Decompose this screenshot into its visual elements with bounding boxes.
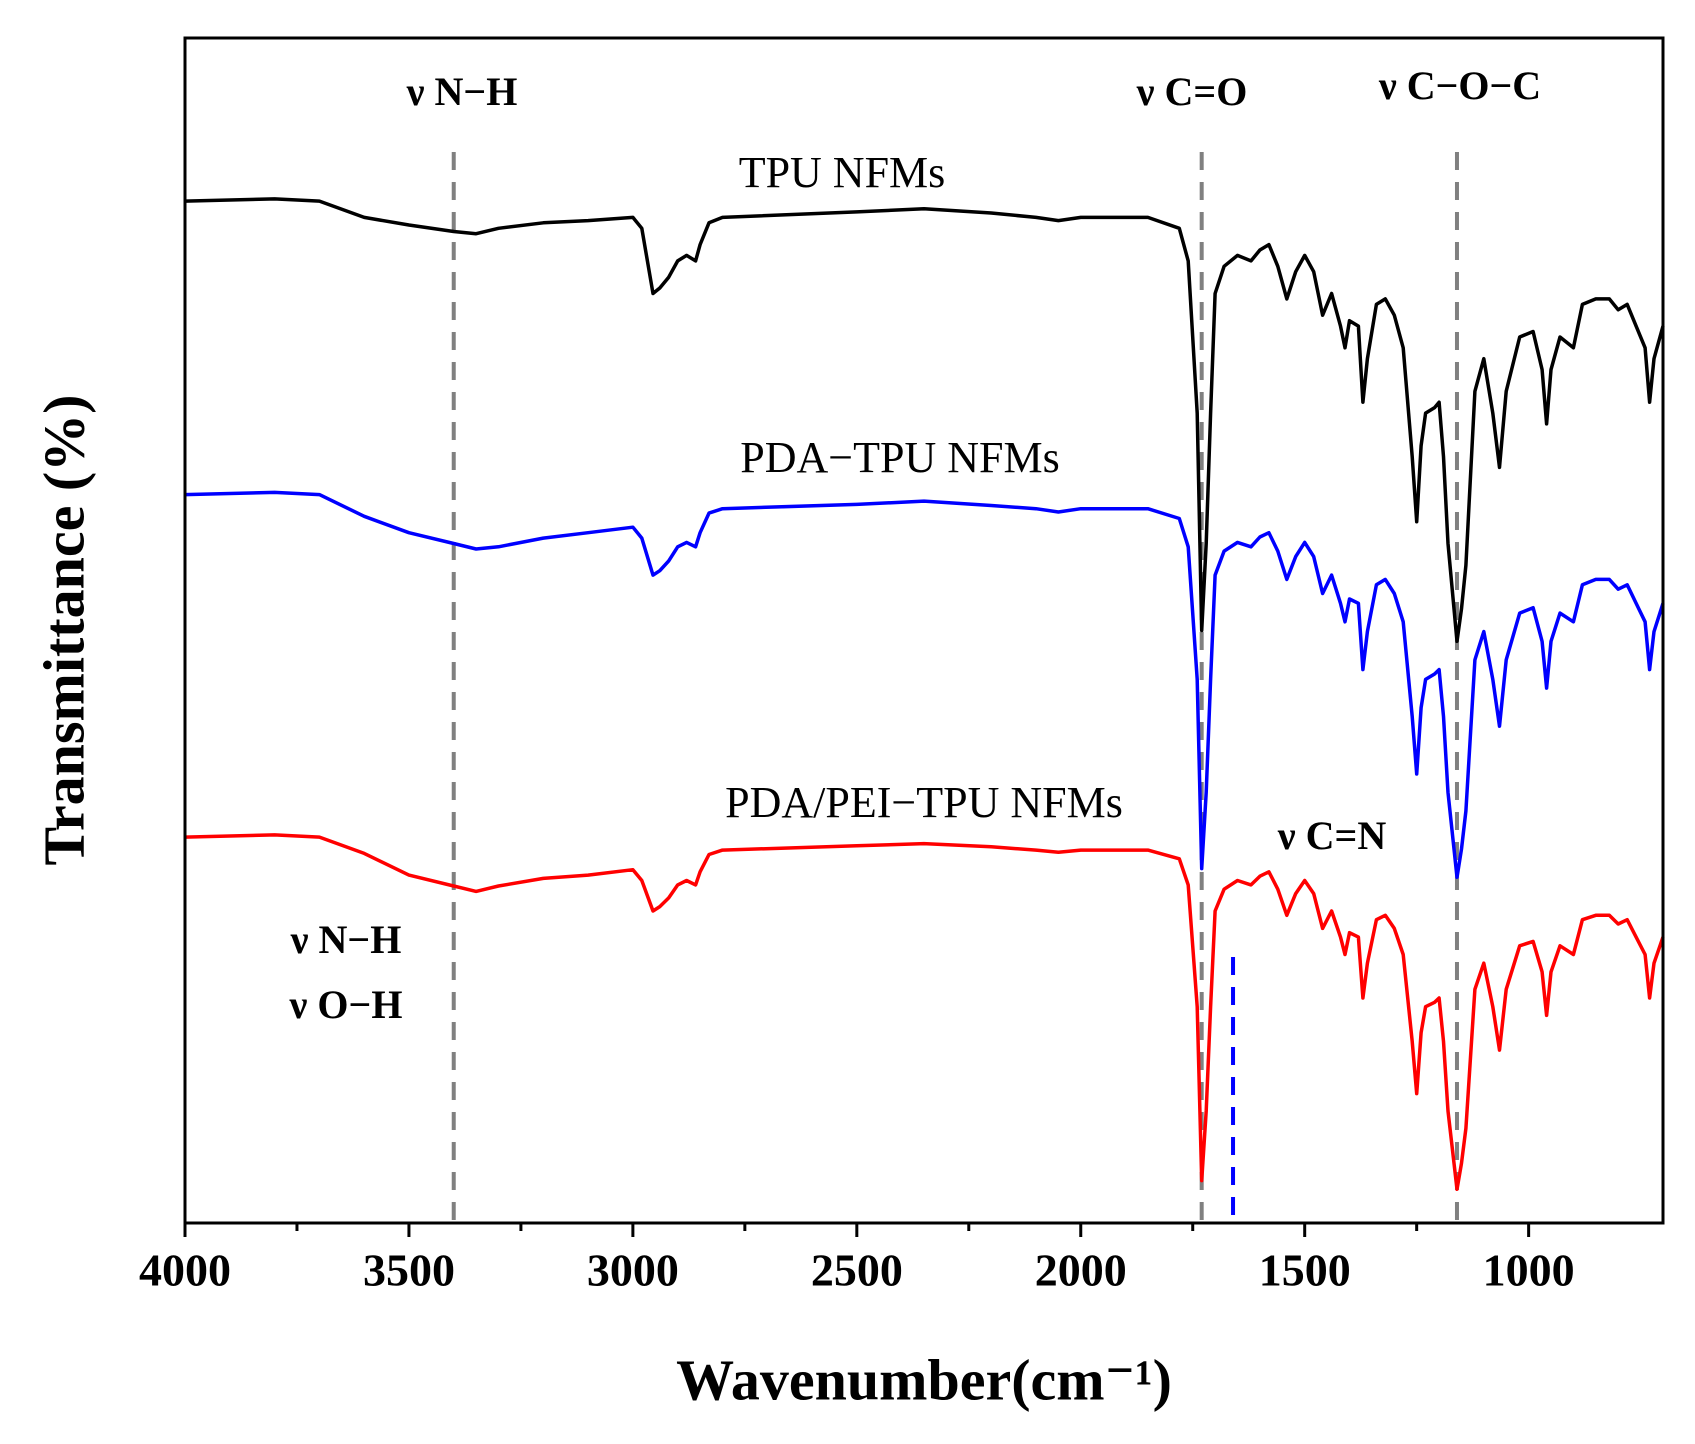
annotation: ν O−H bbox=[289, 982, 403, 1027]
x-tick-label: 4000 bbox=[139, 1245, 231, 1296]
annotation: ν N−H bbox=[290, 917, 402, 962]
y-axis-title: Transmittance (%) bbox=[31, 395, 96, 866]
series-label: PDA/PEI−TPU NFMs bbox=[725, 778, 1123, 827]
annotation: ν C=O bbox=[1136, 69, 1248, 114]
series-label: TPU NFMs bbox=[739, 148, 946, 197]
annotation: ν C−O−C bbox=[1378, 63, 1541, 108]
spectrum-line bbox=[184, 833, 1665, 1192]
x-tick-label: 1000 bbox=[1483, 1245, 1575, 1296]
x-tick-label: 2000 bbox=[1035, 1245, 1127, 1296]
annotation: ν C=N bbox=[1277, 813, 1387, 858]
spectrum-line bbox=[184, 490, 1665, 880]
x-tick-label: 2500 bbox=[811, 1245, 903, 1296]
annotation: ν N−H bbox=[406, 69, 518, 114]
series-label: PDA−TPU NFMs bbox=[740, 433, 1059, 482]
plot-frame bbox=[183, 36, 1665, 1225]
x-axis-title: Wavenumber(cm⁻¹) bbox=[676, 1347, 1172, 1412]
x-tick-label: 3000 bbox=[587, 1245, 679, 1296]
x-tick-label: 1500 bbox=[1259, 1245, 1351, 1296]
spectrum-line bbox=[184, 197, 1665, 644]
x-tick-label: 3500 bbox=[363, 1245, 455, 1296]
